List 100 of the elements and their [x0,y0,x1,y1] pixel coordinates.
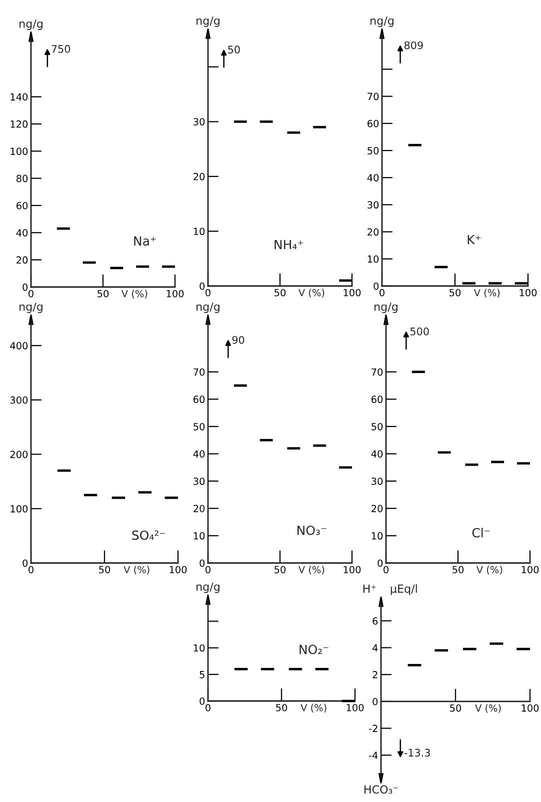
text: Na⁺ [134,236,156,246]
y-tick-label: 30 [194,478,205,485]
x-axis-title: V (%) [298,288,324,298]
x-tick-label: 50 [98,290,109,298]
annotation: -13.3 [404,748,430,757]
x-tick-label: 100 [520,288,537,296]
annotation: 809 [404,41,423,50]
y-tick-label: 20 [16,256,28,264]
y-tick-label: 50 [194,422,205,430]
text: NH₄⁺ [274,240,303,250]
annotation: 500 [410,327,429,336]
y-tick-label: -4 [369,752,378,759]
y-axis-title: µEq/l [390,584,417,595]
x-axis-title: V (%) [300,704,326,712]
y-tick-label: 140 [10,93,28,101]
y-tick-label: 70 [368,92,379,100]
x-tick-label: 100 [522,566,539,574]
y-tick-label: 100 [10,505,28,512]
x-tick-label: 0 [206,288,210,296]
x-axis-title: V (%) [298,566,324,574]
x-tick-label: 50 [450,288,461,296]
y-tick-label: 0 [22,559,28,567]
y-tick-label: 100 [10,148,28,155]
x-tick-label: 100 [166,290,184,298]
x-tick-label: 0 [206,566,210,574]
x-axis-title: V (%) [474,288,500,298]
y-tick-label: 400 [10,342,28,350]
y-tick-label: 10 [194,228,205,236]
annotation: 50 [228,46,240,54]
x-tick-label: 100 [346,704,364,712]
x-axis-title: V (%) [121,290,148,298]
y-axis-title: ng/g [196,582,220,593]
y-tick-label: 70 [372,368,383,376]
y-tick-label: 60 [16,202,28,210]
y-tick-label: 60 [194,396,205,404]
y-tick-label: 20 [372,504,383,512]
y-tick-label: 20 [194,504,205,512]
text: NO₂⁻ [300,644,328,654]
text: Cl⁻ [472,528,490,538]
y-tick-label: 0 [22,283,28,291]
text: SO₄²⁻ [132,530,165,540]
y-tick-label: 300 [10,396,28,404]
y-tick-label: 20 [194,172,205,180]
x-tick-label: 50 [274,566,286,574]
y-tick-label: 60 [372,396,383,404]
x-tick-label: 50 [452,566,464,574]
y-tick-label: 20 [368,228,379,236]
y-axis-title: ng/g [20,302,42,313]
y-tick-label: 70 [194,368,205,376]
y-tick-label: 40 [367,174,379,182]
x-tick-label: 100 [170,566,187,574]
x-tick-label: 0 [28,566,34,574]
y-tick-label: 10 [194,644,205,652]
y-tick-label: 4 [372,644,378,652]
y-tick-label: 0 [200,697,205,705]
y-tick-label: 60 [368,120,379,128]
x-tick-label: 50 [274,288,286,296]
text: HCO₃⁻ [364,785,398,794]
y-axis-title: ng/g [196,16,220,27]
y-tick-label: -2 [369,724,378,732]
y-tick-label: 10 [194,532,205,540]
y-axis-title: ng/g [370,16,394,27]
y-tick-label: 40 [371,450,383,458]
y-tick-label: 5 [200,671,204,678]
y-tick-label: 80 [16,174,28,182]
y-tick-label: 0 [378,559,383,567]
x-tick-label: 0 [28,290,34,298]
y-tick-label: 200 [10,450,28,458]
y-tick-label: 6 [372,617,378,625]
y-tick-label: 2 [372,671,378,678]
x-tick-label: 50 [99,566,110,574]
y-tick-label: 40 [16,229,28,236]
annotation: 90 [232,336,244,344]
annotation: 750 [52,45,70,53]
y-tick-label: 10 [368,255,379,263]
x-tick-label: 0 [206,704,210,712]
x-axis-title: V (%) [124,566,150,574]
x-tick-label: 100 [344,566,361,574]
text: K⁺ [468,234,481,244]
y-tick-label: 0 [200,559,205,567]
y-tick-label: 50 [372,422,383,430]
x-tick-label: 100 [522,704,539,712]
y-tick-label: 10 [372,532,383,540]
y-axis-title: ng/g [374,302,398,313]
y-tick-label: 0 [200,282,205,290]
y-tick-label: 40 [193,450,205,458]
y-axis-title: ng/g [20,20,42,30]
text: NO₃⁻ [298,526,326,536]
y-tick-label: 0 [372,698,378,706]
y-tick-label: 50 [368,146,379,154]
y-tick-label: 30 [368,201,379,209]
y-axis-title: ng/g [196,302,220,313]
y-tick-label: 0 [374,282,379,290]
x-axis-title: V (%) [476,566,502,574]
y-tick-label: 120 [10,120,28,128]
y-tick-label: 30 [194,118,205,126]
x-tick-label: 50 [276,704,288,712]
y-tick-label: 30 [372,478,383,485]
chart-title: H⁺ [363,584,376,593]
x-tick-label: 0 [384,566,388,574]
